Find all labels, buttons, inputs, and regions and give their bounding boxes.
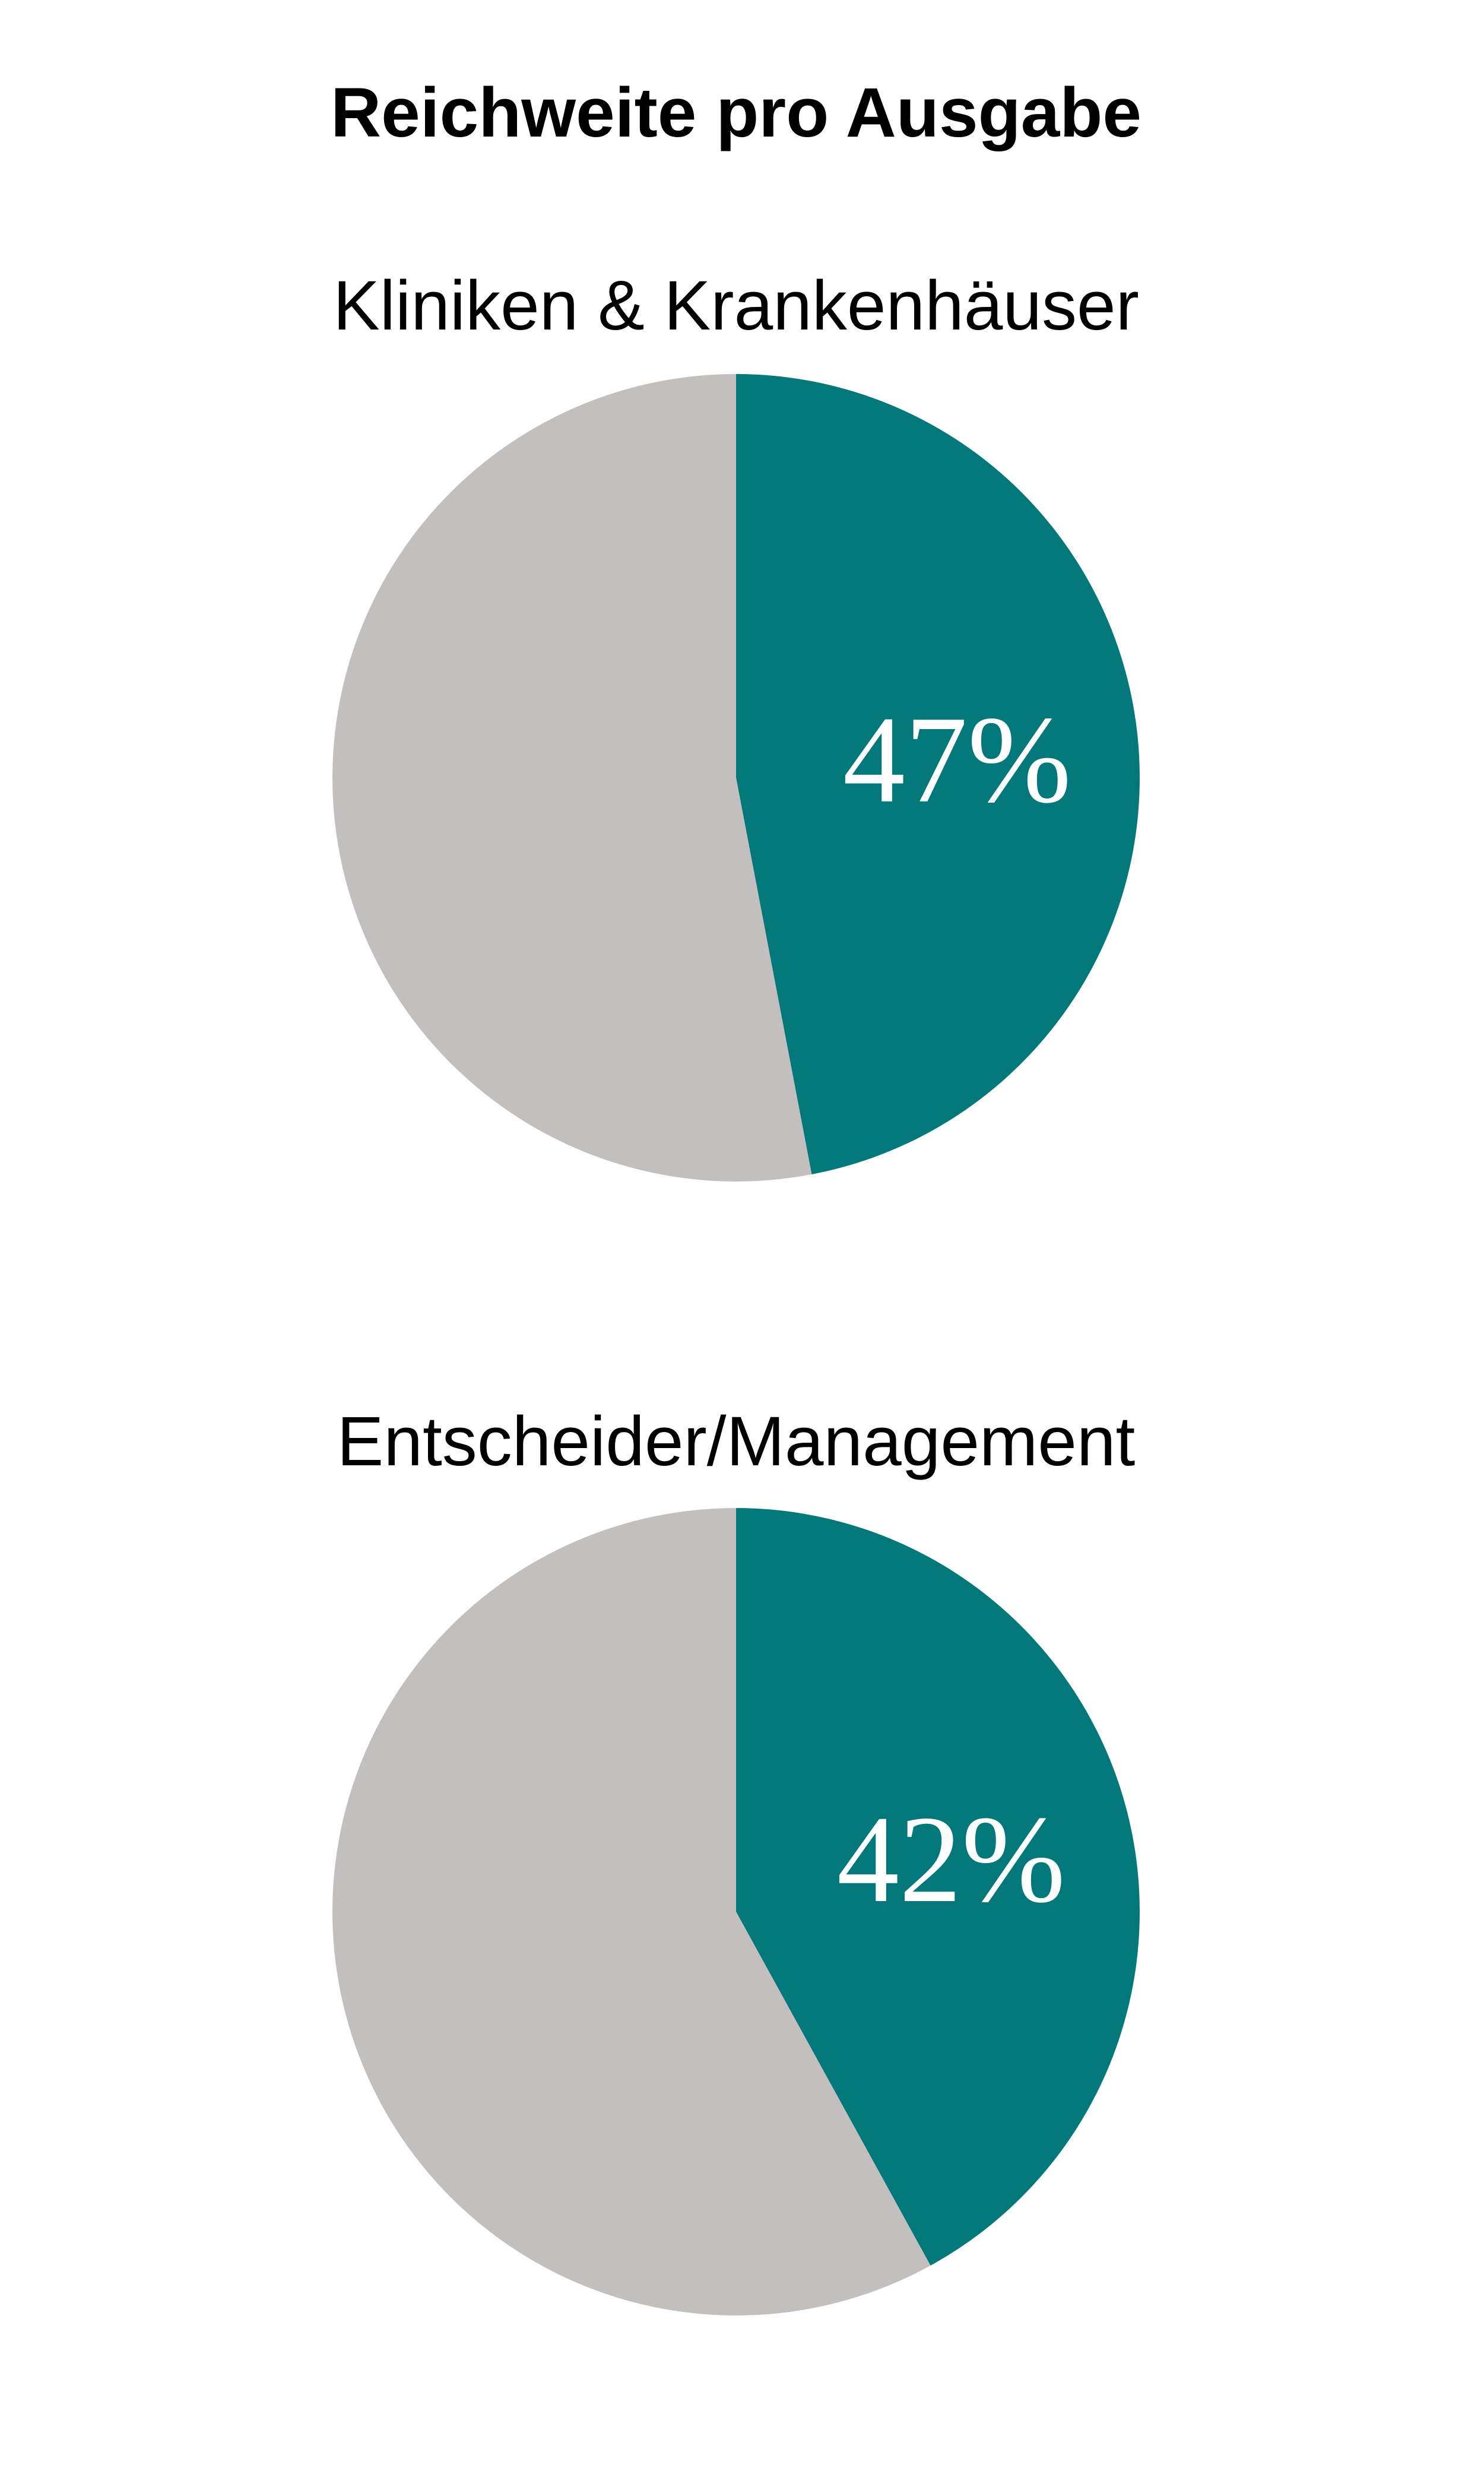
- page-title: Reichweite pro Ausgabe: [331, 74, 1141, 152]
- pie-slice-entscheider-1: [332, 1508, 931, 2315]
- pie-slices-kliniken: 47%: [332, 374, 1140, 1181]
- chart-title-entscheider: Entscheider/Management: [337, 1402, 1136, 1481]
- pie-label-kliniken: 47%: [843, 691, 1071, 829]
- chart-title-kliniken: Kliniken & Krankenhäuser: [333, 267, 1139, 345]
- pie-label-entscheider: 42%: [837, 1791, 1066, 1928]
- pie-slice-kliniken-1: [332, 374, 812, 1181]
- pie-slice-kliniken-0: [736, 374, 1140, 1174]
- pie-chart-entscheider: Entscheider/Management 42%: [332, 1402, 1140, 2315]
- pie-chart-kliniken: Kliniken & Krankenhäuser 47%: [332, 267, 1140, 1181]
- pie-slice-entscheider-0: [736, 1508, 1140, 2266]
- pie-slices-entscheider: 42%: [332, 1508, 1140, 2315]
